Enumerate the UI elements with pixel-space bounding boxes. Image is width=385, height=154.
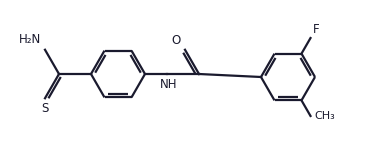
Text: H₂N: H₂N <box>19 33 41 46</box>
Text: CH₃: CH₃ <box>315 111 335 121</box>
Text: O: O <box>172 34 181 47</box>
Text: S: S <box>41 102 49 115</box>
Text: F: F <box>313 23 319 36</box>
Text: NH: NH <box>160 78 178 91</box>
